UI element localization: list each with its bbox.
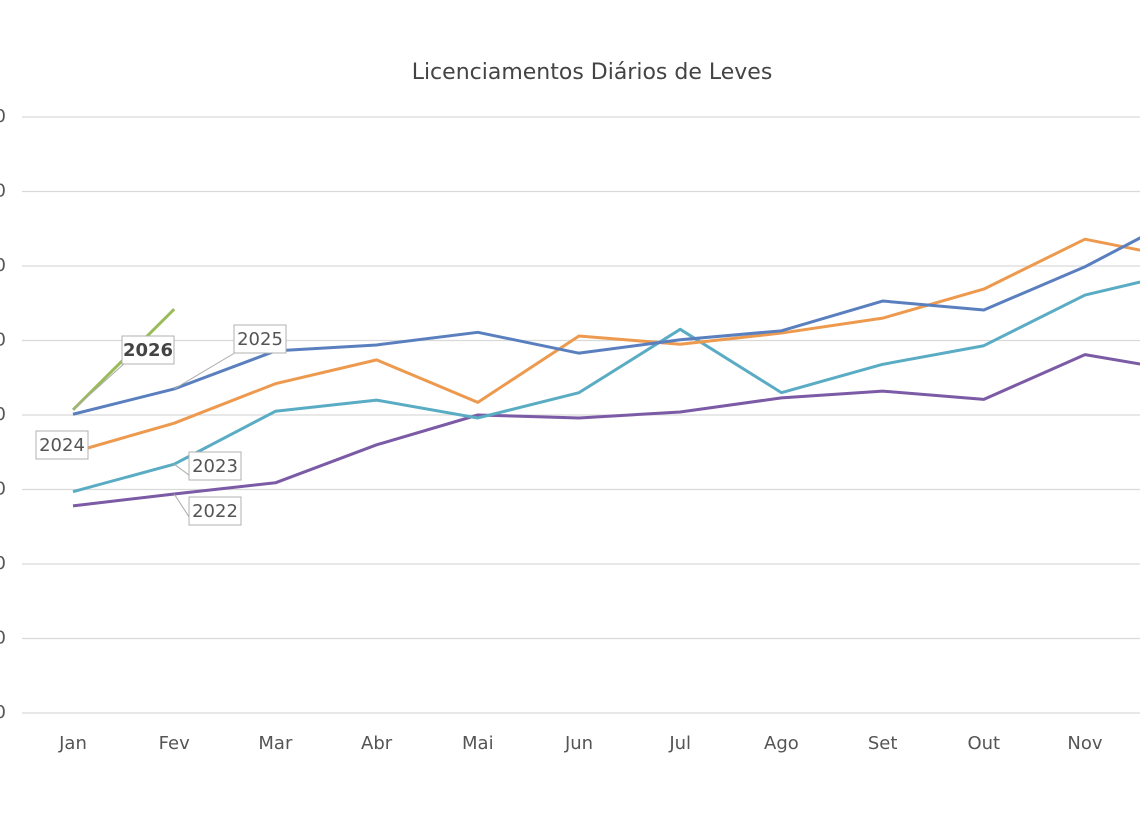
x-tick-label: Out bbox=[967, 733, 1000, 754]
x-tick-label: Abr bbox=[361, 733, 393, 754]
series-line bbox=[72, 280, 1140, 494]
x-tick-label: Jun bbox=[564, 733, 593, 754]
series-line bbox=[72, 353, 1140, 508]
x-tick-label: Jul bbox=[668, 733, 691, 754]
x-tick-label: Ago bbox=[764, 733, 799, 754]
callout-box bbox=[233, 324, 287, 354]
y-tick-label: 6000 bbox=[0, 255, 6, 276]
legend-label: 2025 bbox=[237, 329, 283, 350]
legend-label: 2026 bbox=[123, 340, 173, 361]
x-tick-label: Nov bbox=[1067, 733, 1102, 754]
legend-label: 2023 bbox=[192, 456, 238, 477]
y-tick-label: 1000 bbox=[0, 628, 6, 649]
y-tick-label: 7000 bbox=[0, 181, 6, 202]
callout-box bbox=[121, 335, 175, 365]
x-tick-label: Mar bbox=[258, 733, 293, 754]
x-tick-label: Set bbox=[868, 733, 898, 754]
legend-label: 2024 bbox=[39, 435, 85, 456]
y-tick-label: 8000 bbox=[0, 106, 6, 127]
callout-leader bbox=[72, 361, 127, 411]
x-tick-label: Fev bbox=[159, 733, 190, 754]
series-line bbox=[72, 237, 1140, 454]
x-tick-label: Mai bbox=[462, 733, 494, 754]
y-tick-label: 2000 bbox=[0, 553, 6, 574]
y-tick-label: 4000 bbox=[0, 404, 6, 425]
y-tick-label: 5000 bbox=[0, 330, 6, 351]
callout-box bbox=[188, 496, 242, 526]
chart-title: Licenciamentos Diários de Leves bbox=[412, 60, 773, 85]
legend-label: 2022 bbox=[192, 501, 238, 522]
x-tick-label: Jan bbox=[58, 733, 87, 754]
y-tick-label: 0 bbox=[0, 702, 6, 723]
callout-leader bbox=[173, 350, 239, 390]
series-line bbox=[72, 236, 1140, 416]
callout-box bbox=[35, 430, 89, 460]
callout-box bbox=[188, 451, 242, 481]
y-tick-label: 3000 bbox=[0, 479, 6, 500]
